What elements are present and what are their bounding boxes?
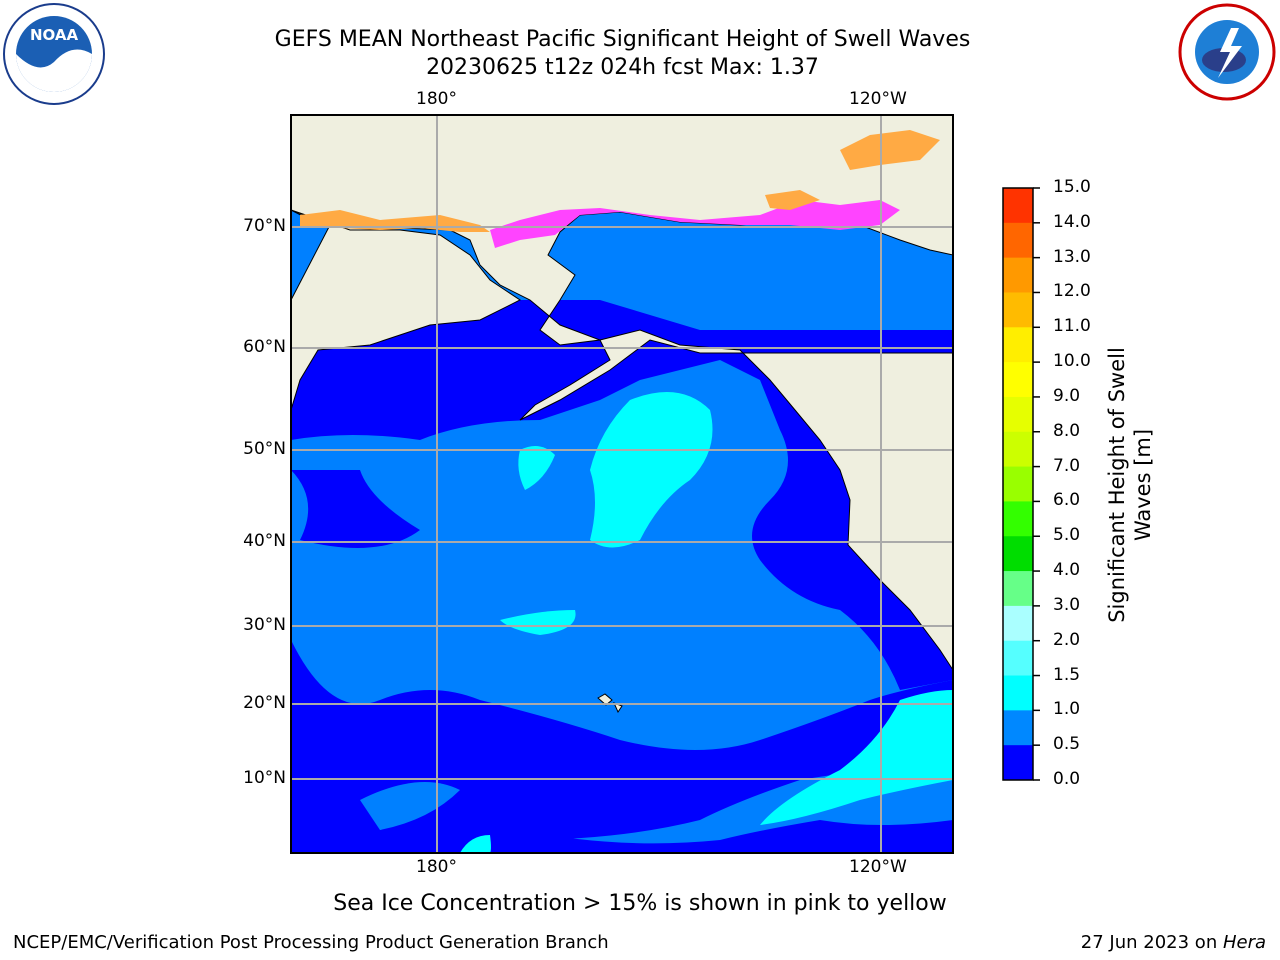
lat-label-70n: 70°N [243, 216, 286, 236]
swell-patch-high-south [460, 835, 491, 853]
noaa-logo: NOAA [3, 3, 105, 105]
colorbar-tick-label: 14.0 [1053, 211, 1091, 232]
swell-patch-high-aleutian [518, 446, 555, 490]
colorbar-label-line2: Waves [m] [1131, 429, 1155, 541]
colorbar-segment [1003, 710, 1033, 746]
sea-ice-beaufort [765, 190, 820, 210]
lon-label-bottom-180: 180° [416, 857, 457, 877]
colorbar-tick-label: 2.0 [1053, 629, 1081, 650]
swell-patch-high-central [500, 610, 576, 635]
swell-patch-high-north [590, 392, 713, 548]
noaa-text: NOAA [30, 26, 79, 44]
colorbar-segment [1003, 466, 1033, 502]
sea-ice-arctic [840, 130, 940, 170]
colorbar-segment [1003, 745, 1033, 781]
colorbar-segment [1003, 396, 1033, 433]
colorbar-tick-label: 4.0 [1053, 560, 1081, 581]
nws-logo [1178, 3, 1276, 101]
colorbar-tick-label: 3.0 [1053, 594, 1081, 615]
colorbar-segment [1003, 188, 1033, 224]
colorbar-tick-label: 8.0 [1053, 420, 1081, 441]
colorbar-tick-label: 0.5 [1053, 734, 1081, 755]
footer-host: Hera [1222, 932, 1266, 953]
colorbar-tick-label: 15.0 [1053, 177, 1091, 197]
colorbar-tick-label: 5.0 [1053, 525, 1081, 546]
footer-date-text: 27 Jun 2023 on [1080, 932, 1223, 953]
swell-patch-high-southeast [760, 690, 953, 825]
lat-label-50n: 50°N [243, 439, 286, 459]
colorbar-tick-label: 6.0 [1053, 490, 1081, 511]
colorbar-segment [1003, 292, 1033, 328]
lat-label-60n: 60°N [243, 337, 286, 357]
colorbar-segment [1003, 362, 1033, 398]
swell-band-low-west [291, 470, 420, 548]
colorbar-segment [1003, 640, 1033, 677]
colorbar-frame [1002, 187, 1034, 781]
map-frame [290, 114, 954, 854]
colorbar-segment [1003, 536, 1033, 572]
swell-band-low-equator [291, 780, 953, 853]
sea-ice-note: Sea Ice Concentration > 15% is shown in … [333, 891, 947, 916]
colorbar-tick-label: 0.0 [1053, 769, 1081, 789]
colorbar-tick-label: 11.0 [1053, 316, 1091, 337]
lon-label-bottom-120w: 120°W [849, 857, 907, 877]
map-subtitle: 20230625 t12z 024h fcst Max: 1.37 [426, 55, 819, 80]
lat-label-20n: 20°N [243, 693, 286, 713]
colorbar-segment [1003, 675, 1033, 711]
colorbar-segment [1003, 501, 1033, 537]
lat-label-40n: 40°N [243, 531, 286, 551]
sea-ice-pink [490, 200, 900, 248]
colorbar-segment [1003, 222, 1033, 259]
colorbar-tick-label: 12.0 [1053, 281, 1091, 302]
colorbar-segment [1003, 431, 1033, 468]
colorbar-tick-label: 10.0 [1053, 351, 1091, 372]
lon-label-top-120w: 120°W [849, 89, 907, 109]
footer-credit: NCEP/EMC/Verification Post Processing Pr… [13, 932, 609, 953]
colorbar-segment [1003, 605, 1033, 642]
colorbar-tick-label: 1.0 [1053, 699, 1081, 720]
swell-patch-mid [360, 782, 460, 830]
land-mass-siberia [291, 209, 521, 411]
colorbar-tick-label: 9.0 [1053, 385, 1081, 406]
colorbar-tick-label: 7.0 [1053, 455, 1081, 476]
colorbar-segment [1003, 327, 1033, 363]
lat-label-10n: 10°N [243, 768, 286, 788]
lat-label-30n: 30°N [243, 615, 286, 635]
colorbar-segment [1003, 257, 1033, 293]
colorbar-tick-label: 13.0 [1053, 246, 1091, 267]
colorbar [1003, 187, 1040, 781]
graticule [291, 115, 953, 853]
map-title: GEFS MEAN Northeast Pacific Significant … [274, 27, 971, 52]
colorbar-label-line1: Significant Height of Swell [1105, 347, 1129, 623]
lon-label-top-180: 180° [416, 89, 457, 109]
colorbar-tick-label: 1.5 [1053, 664, 1081, 685]
footer-date: 27 Jun 2023 on Hera [1081, 932, 1266, 953]
colorbar-segment [1003, 571, 1033, 607]
